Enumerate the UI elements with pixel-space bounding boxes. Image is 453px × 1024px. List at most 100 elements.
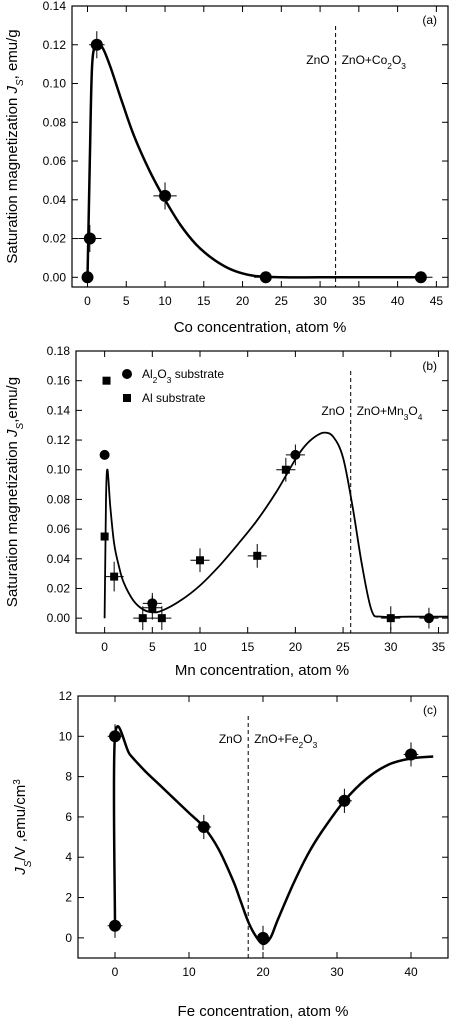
x-tick-label: 0 bbox=[84, 294, 91, 308]
y-label-symbol: J bbox=[4, 429, 21, 438]
phase-label-right-mid: O bbox=[392, 53, 401, 67]
x-tick-label: 30 bbox=[313, 294, 327, 308]
x-tick-label: 15 bbox=[241, 640, 255, 654]
phase-label-left: ZnO bbox=[321, 404, 344, 418]
phase-label-right-sub: 3 bbox=[401, 61, 406, 71]
x-tick-label: 10 bbox=[158, 294, 172, 308]
phase-label-right-sub: 2 bbox=[299, 740, 304, 750]
y-tick-label: 0.10 bbox=[47, 463, 71, 477]
legend-label: Al2O3 substrate bbox=[142, 367, 224, 385]
data-point-circle bbox=[99, 449, 110, 460]
y-tick-label: 0.02 bbox=[43, 232, 67, 246]
data-point-circle bbox=[423, 613, 434, 624]
x-tick-label: 45 bbox=[430, 294, 444, 308]
legend-label-mid: O bbox=[157, 367, 166, 381]
fit-curve bbox=[112, 725, 434, 946]
legend-label-sub: 2 bbox=[153, 375, 158, 385]
data-point-circle bbox=[414, 271, 427, 284]
x-axis-label: Mn concentration, atom % bbox=[175, 662, 349, 679]
fit-curve bbox=[103, 431, 448, 619]
y-label-main: Saturation magnetization bbox=[4, 94, 21, 264]
y-tick-label: 0.08 bbox=[43, 115, 67, 129]
phase-label-right: ZnO+Co2O3 bbox=[342, 53, 407, 71]
y-tick-label: 0 bbox=[65, 931, 72, 945]
x-tick-label: 5 bbox=[149, 640, 156, 654]
data-point-circle bbox=[90, 38, 103, 51]
legend-label-main: Al bbox=[142, 367, 153, 381]
y-tick-label: 0.18 bbox=[47, 344, 71, 358]
y-label-main: Saturation magnetization bbox=[4, 437, 21, 607]
data-point-circle bbox=[290, 449, 301, 460]
x-axis-label: Co concentration, atom % bbox=[174, 319, 347, 336]
data-point-square bbox=[148, 603, 157, 612]
y-tick-label: 0.06 bbox=[43, 154, 67, 168]
y-tick-label: 0.00 bbox=[47, 611, 71, 625]
phase-label-right: ZnO+Mn3O4 bbox=[357, 404, 423, 422]
x-tick-label: 30 bbox=[384, 640, 398, 654]
y-tick-label: 0.06 bbox=[47, 522, 71, 536]
y-tick-label: 8 bbox=[65, 770, 72, 784]
x-tick-label: 15 bbox=[197, 294, 211, 308]
y-axis-label: JS/V ,emu/cm3 bbox=[12, 779, 34, 876]
fit-curve bbox=[86, 42, 421, 279]
data-point-circle bbox=[109, 919, 121, 932]
legend-label-main: Al substrate bbox=[142, 391, 206, 405]
data-point-square bbox=[386, 614, 395, 623]
plot-frame bbox=[71, 5, 449, 288]
y-label-tail: ,emu/g bbox=[4, 377, 21, 423]
phase-label-right-sub: 3 bbox=[313, 740, 318, 750]
chart-panel-3: 0 10 20 30 40 0 2 4 6 8 10 12 Fe concentration, atom… bbox=[12, 689, 449, 1020]
y-tick-label: 0.12 bbox=[47, 433, 71, 447]
y-tick-label: 0.14 bbox=[47, 403, 71, 417]
y-tick-label: 0.10 bbox=[43, 77, 67, 91]
phase-label-left: ZnO bbox=[219, 732, 242, 746]
data-point-circle bbox=[109, 730, 121, 743]
phase-label-right-mid: O bbox=[303, 732, 312, 746]
data-point-square bbox=[253, 551, 262, 560]
y-tick-label: 0.04 bbox=[43, 193, 67, 207]
panel-label: (a) bbox=[422, 13, 437, 27]
phase-label-right-mid: O bbox=[408, 404, 417, 418]
data-point-square bbox=[281, 465, 290, 474]
data-point-square bbox=[102, 376, 111, 385]
y-label-sub: S bbox=[23, 860, 34, 867]
data-point-circle bbox=[159, 189, 172, 202]
data-point-circle bbox=[338, 794, 351, 807]
legend-marker-square bbox=[123, 394, 131, 402]
data-point-circle bbox=[259, 271, 272, 284]
x-tick-label: 40 bbox=[391, 294, 405, 308]
plot-frame bbox=[75, 350, 449, 634]
y-label-sup: 3 bbox=[12, 779, 23, 785]
data-point-square bbox=[138, 614, 147, 623]
y-tick-label: 12 bbox=[59, 689, 73, 703]
y-tick-label: 2 bbox=[65, 891, 72, 905]
y-tick-label: 6 bbox=[65, 810, 72, 824]
data-point-square bbox=[100, 532, 109, 541]
phase-label-right-main: ZnO+Mn bbox=[357, 404, 404, 418]
legend-marker-circle bbox=[122, 369, 132, 379]
y-axis-label: Saturation magnetization JS, emu/g bbox=[4, 29, 26, 263]
x-tick-label: 5 bbox=[123, 294, 130, 308]
phase-label-right: ZnO+Fe2O3 bbox=[254, 732, 317, 750]
legend-label-tail: substrate bbox=[171, 367, 224, 381]
phase-label-right-main: ZnO+Fe bbox=[254, 732, 299, 746]
phase-label-left: ZnO bbox=[306, 53, 329, 67]
x-axis-label: Fe concentration, atom % bbox=[178, 1003, 349, 1020]
x-tick-label: 20 bbox=[289, 640, 303, 654]
panel-label: (b) bbox=[422, 359, 437, 373]
data-point-circle bbox=[197, 821, 210, 833]
legend-label: Al substrate bbox=[142, 391, 206, 405]
x-tick-label: 10 bbox=[182, 965, 196, 979]
data-point-square bbox=[157, 614, 166, 623]
chart-panel-1: 0 5 10 15 20 25 30 35 40 45 0.00 0.02 0.04 0.06 0.08 0.… bbox=[4, 0, 449, 336]
y-label-tail: /V ,emu/cm bbox=[12, 785, 29, 861]
y-label-sub: S bbox=[15, 422, 26, 429]
y-label-sub: S bbox=[15, 79, 26, 86]
phase-label-right-main: ZnO+Co bbox=[342, 53, 388, 67]
data-point-square bbox=[110, 572, 119, 581]
x-tick-label: 35 bbox=[352, 294, 366, 308]
y-tick-label: 4 bbox=[65, 850, 72, 864]
chart-panel-2: 0 5 10 15 20 25 30 35 0.00 0.02 0.04 0.06 0.08 0.10 0.… bbox=[4, 344, 449, 679]
data-point-square bbox=[196, 556, 204, 565]
